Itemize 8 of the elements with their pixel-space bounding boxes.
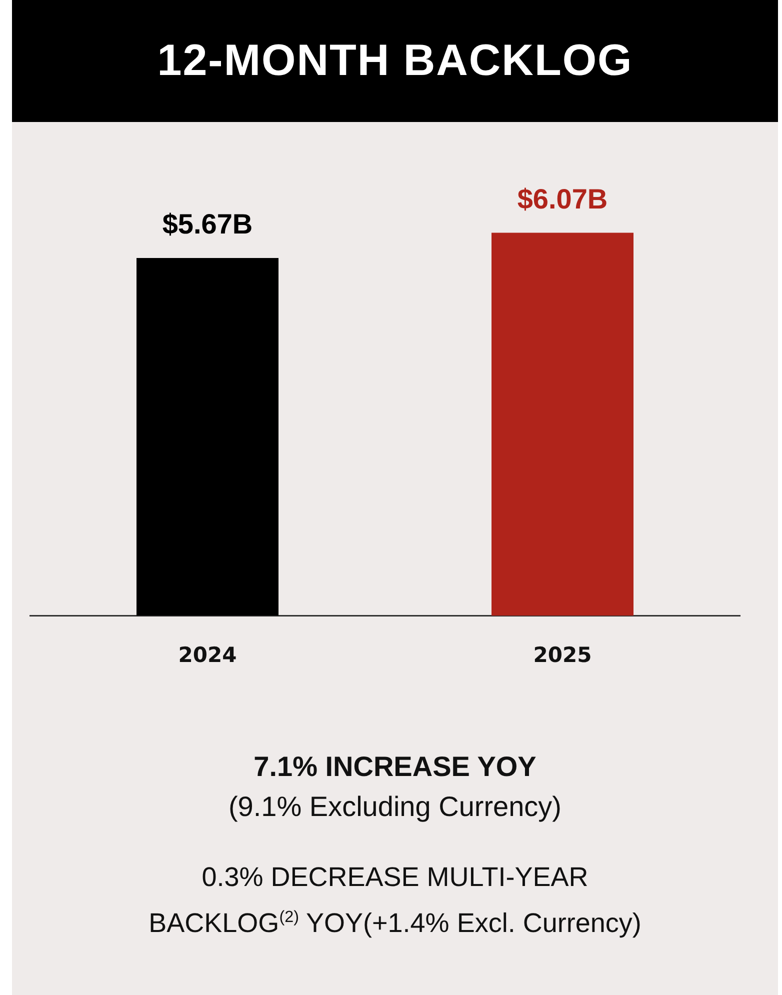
x-tick-label: 2025 <box>533 642 592 667</box>
data-label: $6.07B <box>517 183 608 214</box>
text: (9.1% Excluding Currency) <box>227 790 563 824</box>
x-tick-label: 2024 <box>178 642 237 667</box>
data-label: $5.67B <box>162 208 253 240</box>
text: 0.3% DECREASE MULTI-YEAR BACKLOG$^{(2)}$ YOY(+1.4% Excl. Currency) <box>148 861 642 940</box>
chart-title: 12-MONTH BACKLOG <box>12 0 778 122</box>
text: 7.1% INCREASE YOY <box>252 750 538 784</box>
